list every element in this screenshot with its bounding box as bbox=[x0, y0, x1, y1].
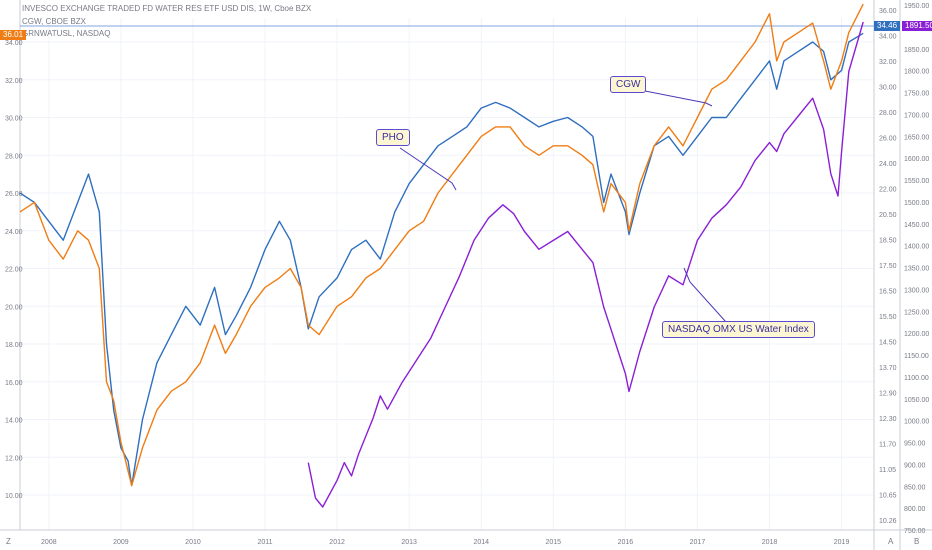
left-tick-label: 12.00 bbox=[5, 455, 23, 462]
mid-tick-label: 11.70 bbox=[879, 442, 896, 449]
left-tick-label: 28.00 bbox=[5, 153, 23, 160]
left-price-tag: 36.01 bbox=[0, 30, 27, 40]
mid-tick-label: 17.50 bbox=[879, 263, 897, 270]
right-tick-label: 750.00 bbox=[904, 528, 926, 535]
mid-tick-label: 18.50 bbox=[879, 238, 897, 245]
left-tick-label: 22.00 bbox=[5, 267, 23, 274]
time-tick-label: 2008 bbox=[41, 539, 57, 546]
index-price-tag: 1891.50 bbox=[902, 21, 932, 31]
left-tick-label: 34.00 bbox=[5, 40, 23, 47]
mid-tick-label: 28.00 bbox=[879, 110, 897, 117]
time-tick-label: 2019 bbox=[834, 539, 850, 546]
mid-tick-label: 12.90 bbox=[879, 391, 897, 398]
time-tick-label: 2015 bbox=[546, 539, 562, 546]
callout-index bbox=[683, 267, 727, 323]
series-cgw-line bbox=[19, 3, 864, 487]
right-tick-label: 1250.00 bbox=[904, 309, 929, 316]
right-tick-label: 1450.00 bbox=[904, 222, 929, 229]
left-tick-label: 24.00 bbox=[5, 229, 23, 236]
time-tick-label: 2010 bbox=[185, 539, 201, 546]
mid-tick-label: 15.50 bbox=[879, 314, 897, 321]
mid-tick-label: 22.00 bbox=[879, 187, 897, 194]
right-tick-label: 1950.00 bbox=[904, 3, 929, 10]
legend-cgw: CGW, CBOE BZX bbox=[22, 17, 87, 26]
right-tick-label: 1800.00 bbox=[904, 69, 929, 76]
mid-tick-label: 10.26 bbox=[879, 518, 897, 525]
mid-tick-label: 32.00 bbox=[879, 59, 897, 66]
mid-tick-label: 36.00 bbox=[879, 8, 897, 15]
right-tick-label: 1150.00 bbox=[904, 353, 929, 360]
left-tick-label: 14.00 bbox=[5, 418, 23, 425]
right-tick-label: 1650.00 bbox=[904, 134, 929, 141]
left-tick-label: 30.00 bbox=[5, 116, 23, 123]
log-scale-button[interactable]: B bbox=[914, 537, 920, 546]
time-tick-label: 2009 bbox=[113, 539, 129, 546]
mid-tick-label: 14.50 bbox=[879, 340, 897, 347]
right-tick-label: 1750.00 bbox=[904, 91, 929, 98]
right-tick-label: 1300.00 bbox=[904, 287, 929, 294]
left-tick-label: 26.00 bbox=[5, 191, 23, 198]
time-tick-label: 2016 bbox=[618, 539, 634, 546]
time-tick-label: 2011 bbox=[257, 539, 272, 546]
legend-index: GRNWATUSL, NASDAQ bbox=[22, 29, 111, 38]
time-tick-label: 2017 bbox=[690, 539, 706, 546]
right-tick-label: 850.00 bbox=[904, 484, 926, 491]
time-tick-label: 2012 bbox=[329, 539, 345, 546]
pho-price-tag: 34.46 bbox=[874, 21, 901, 31]
right-tick-label: 1400.00 bbox=[904, 244, 929, 251]
callout-lines bbox=[399, 89, 727, 323]
left-tick-label: 18.00 bbox=[5, 342, 23, 349]
mid-tick-label: 11.05 bbox=[879, 467, 896, 474]
left-tick-label: 10.00 bbox=[5, 493, 23, 500]
right-tick-label: 800.00 bbox=[904, 506, 926, 513]
right-tick-label: 1700.00 bbox=[904, 112, 929, 119]
mid-tick-label: 24.00 bbox=[879, 161, 897, 168]
mid-tick-label: 26.00 bbox=[879, 136, 897, 143]
time-tick-label: 2014 bbox=[473, 539, 489, 546]
mid-tick-label: 13.70 bbox=[879, 365, 897, 372]
time-tick-label: 2013 bbox=[401, 539, 417, 546]
mid-tick-label: 34.00 bbox=[879, 34, 897, 41]
callout-pho bbox=[399, 147, 457, 191]
mid-tick-label: 20.50 bbox=[879, 212, 897, 219]
right-tick-label: 1550.00 bbox=[904, 178, 929, 185]
annotation-pho[interactable]: PHO bbox=[376, 129, 410, 146]
annotation-cgw[interactable]: CGW bbox=[610, 76, 647, 93]
right-tick-label: 1000.00 bbox=[904, 419, 929, 426]
series-layer bbox=[19, 3, 864, 508]
callout-cgw bbox=[639, 89, 713, 107]
left-price-axis: 10.00 12.00 14.00 16.00 18.00 20.00 22.00 24.00… bbox=[5, 40, 23, 500]
right-tick-label: 1500.00 bbox=[904, 200, 929, 207]
right-tick-label: 1200.00 bbox=[904, 331, 929, 338]
right-tick-label: 900.00 bbox=[904, 462, 926, 469]
axis-mode-z-button[interactable]: Z bbox=[6, 537, 11, 546]
right-tick-label: 1600.00 bbox=[904, 156, 929, 163]
mid-tick-label: 12.30 bbox=[879, 416, 897, 423]
mid-tick-label: 16.50 bbox=[879, 289, 897, 296]
left-tick-label: 16.00 bbox=[5, 380, 23, 387]
chart-title: INVESCO EXCHANGE TRADED FD WATER RES ETF… bbox=[22, 4, 312, 13]
mid-price-axis[interactable]: 10.26 10.65 11.05 11.70 12.30 12.90 13.70 14.50… bbox=[879, 8, 897, 525]
right-tick-label: 1850.00 bbox=[904, 47, 929, 54]
series-pho-line bbox=[19, 32, 864, 487]
right-tick-label: 1350.00 bbox=[904, 266, 929, 273]
right-tick-label: 950.00 bbox=[904, 441, 926, 448]
right-tick-label: 1050.00 bbox=[904, 397, 929, 404]
time-tick-label: 2018 bbox=[762, 539, 778, 546]
time-axis[interactable]: 2008 2009 2010 2011 2012 2013 2014 2015 2016 2017… bbox=[41, 539, 849, 546]
right-price-axis[interactable]: 750.00 800.00 850.00 900.00 950.00 1000.00 105… bbox=[904, 3, 929, 535]
right-tick-label: 1100.00 bbox=[904, 375, 929, 382]
annotation-index[interactable]: NASDAQ OMX US Water Index bbox=[662, 321, 815, 338]
left-tick-label: 20.00 bbox=[5, 304, 23, 311]
auto-scale-button[interactable]: A bbox=[888, 537, 894, 546]
mid-tick-label: 10.65 bbox=[879, 493, 897, 500]
left-tick-label: 32.00 bbox=[5, 78, 23, 85]
mid-tick-label: 30.00 bbox=[879, 85, 897, 92]
series-index-line bbox=[307, 21, 864, 508]
